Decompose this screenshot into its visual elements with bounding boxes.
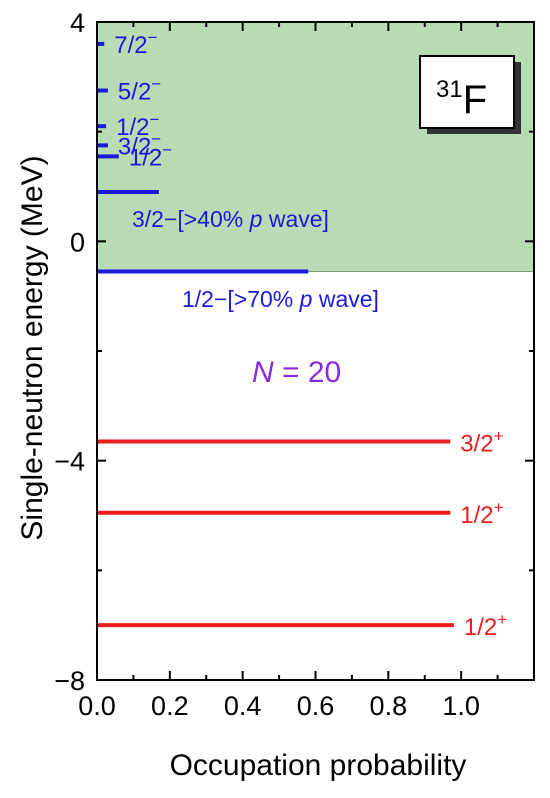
svg-text:31F: 31F [436,76,487,122]
y-tick-label: 4 [70,8,85,38]
shell-gap-N: N [252,356,274,389]
level-label: 3/2− [118,129,161,160]
annotation-p-wave-40: 3/2−[>40% p wave] [132,206,329,232]
x-tick-label: 0.6 [297,691,335,721]
level-label: 5/2− [118,75,161,106]
tick-labels: 4 0 −4 −80.0 0.2 0.4 0.6 0.8 1.0 [54,8,480,721]
level-label: 1/2+ [460,498,503,529]
level-lines [97,41,454,628]
x-tick-label: 0.2 [151,691,189,721]
nucleus-label: 31F [419,55,521,134]
nucleus-mass: 31 [436,76,463,103]
level-labels: 7/2− 5/2− 1/2−3/2−1/2− 3/2+ 1/2+ 1/2+ [114,28,507,641]
level-label: 3/2+ [460,426,503,457]
y-tick-label: 0 [70,227,85,257]
level-label: 1/2− [129,140,172,171]
y-tick-label: −8 [54,666,85,696]
x-axis-title: Occupation probability [170,749,467,782]
x-tick-label: 0.4 [224,691,262,721]
y-axis-title: Single-neutron energy (MeV) [16,155,49,540]
annotation-p-wave-70: 1/2−[>70% p wave] [182,286,379,312]
level-label: 7/2− [114,28,157,59]
axis-ticks [96,21,535,681]
nucleus-symbol: F [463,78,487,122]
x-tick-label: 0.8 [370,691,408,721]
shell-gap-text: = 20 [274,356,342,389]
level-label: 1/2− [116,110,159,141]
x-tick-label: 0.0 [78,691,116,721]
y-tick-label: −4 [54,447,85,477]
x-tick-label: 1.0 [442,691,480,721]
level-label: 1/2+ [464,610,507,641]
shell-gap-label: N = 20 [252,356,341,389]
